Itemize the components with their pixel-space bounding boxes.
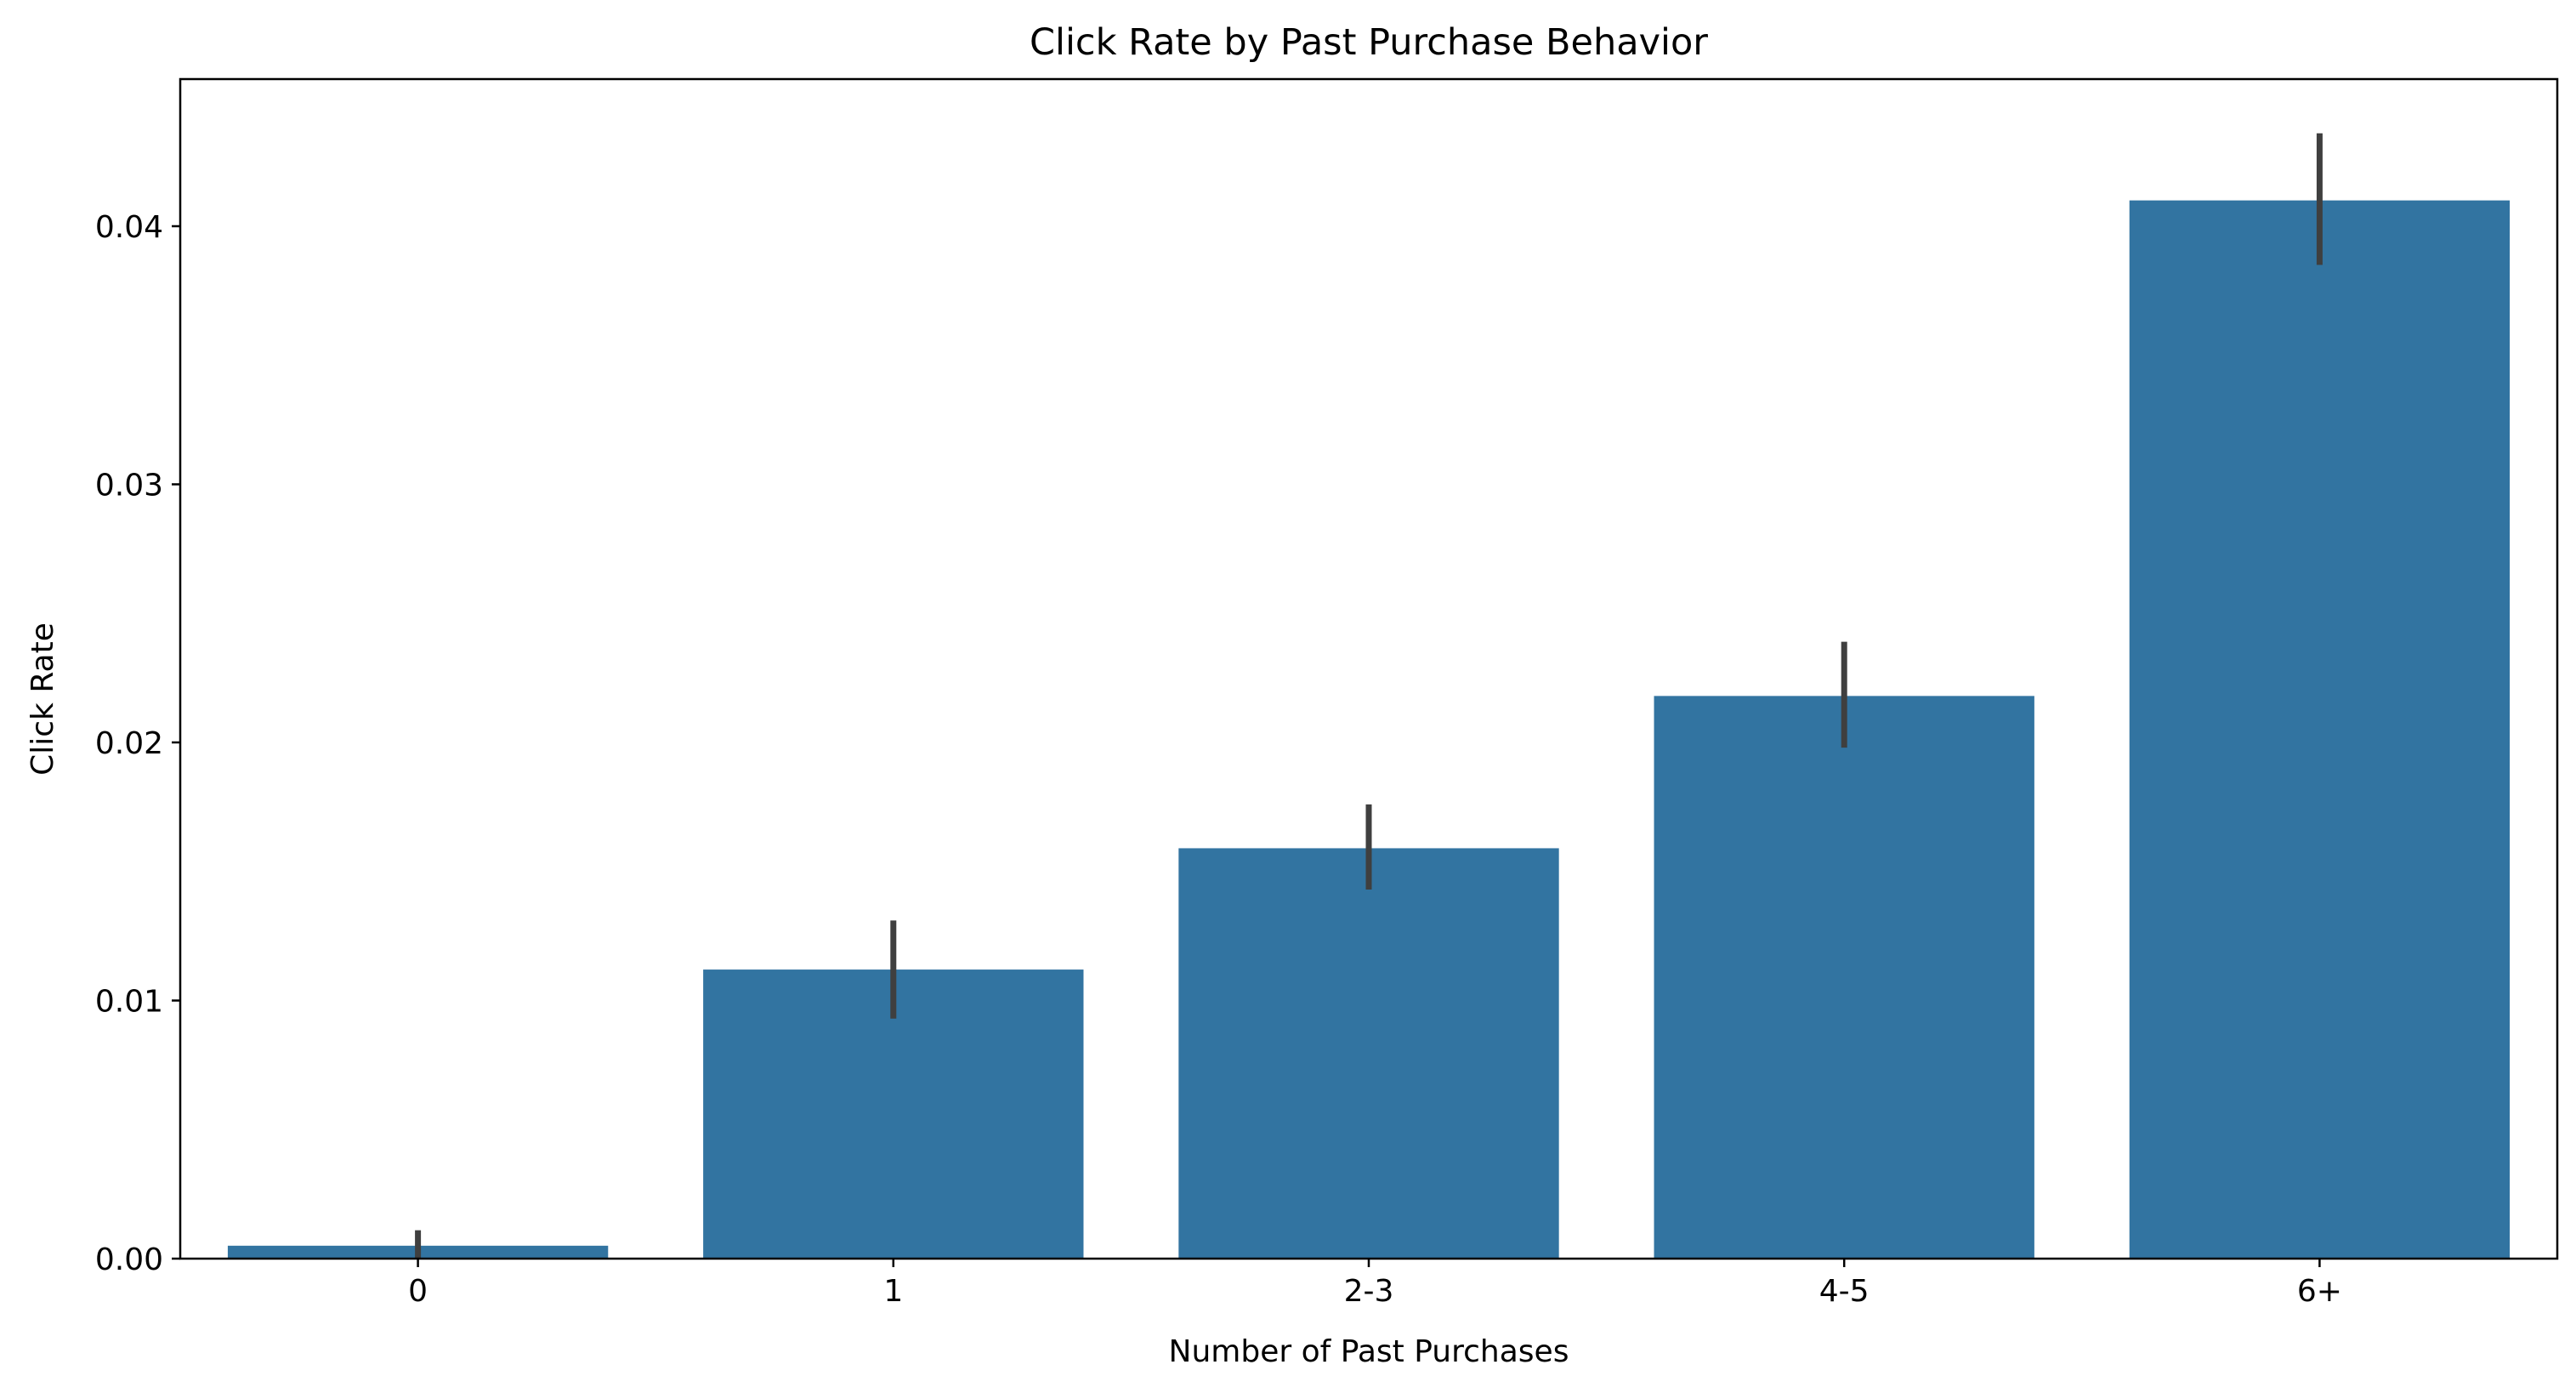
y-axis: 0.00 0.01 0.02 0.03 0.04 — [95, 210, 180, 1277]
x-tick-label: 1 — [883, 1274, 903, 1309]
error-bars-layer — [415, 133, 2323, 1259]
x-tick-label: 4-5 — [1819, 1274, 1870, 1309]
bar-4-5 — [1654, 696, 2034, 1259]
x-axis-title: Number of Past Purchases — [1169, 1334, 1569, 1369]
y-tick-label: 0.01 — [95, 984, 163, 1019]
y-tick-label: 0.00 — [95, 1242, 163, 1277]
x-tick-label: 0 — [408, 1274, 428, 1309]
bars-layer — [227, 200, 2511, 1259]
y-tick-label: 0.03 — [95, 468, 163, 503]
chart-title: Click Rate by Past Purchase Behavior — [1030, 21, 1708, 64]
y-axis-title: Click Rate — [26, 623, 60, 776]
x-tick-label: 6+ — [2297, 1274, 2342, 1309]
bar-2-3 — [1178, 848, 1559, 1259]
bar-6+ — [2129, 200, 2511, 1259]
y-tick-label: 0.02 — [95, 726, 163, 761]
y-tick-label: 0.04 — [95, 210, 163, 245]
x-axis: 0 1 2-3 4-5 6+ — [408, 1259, 2342, 1309]
x-tick-label: 2-3 — [1344, 1274, 1394, 1309]
